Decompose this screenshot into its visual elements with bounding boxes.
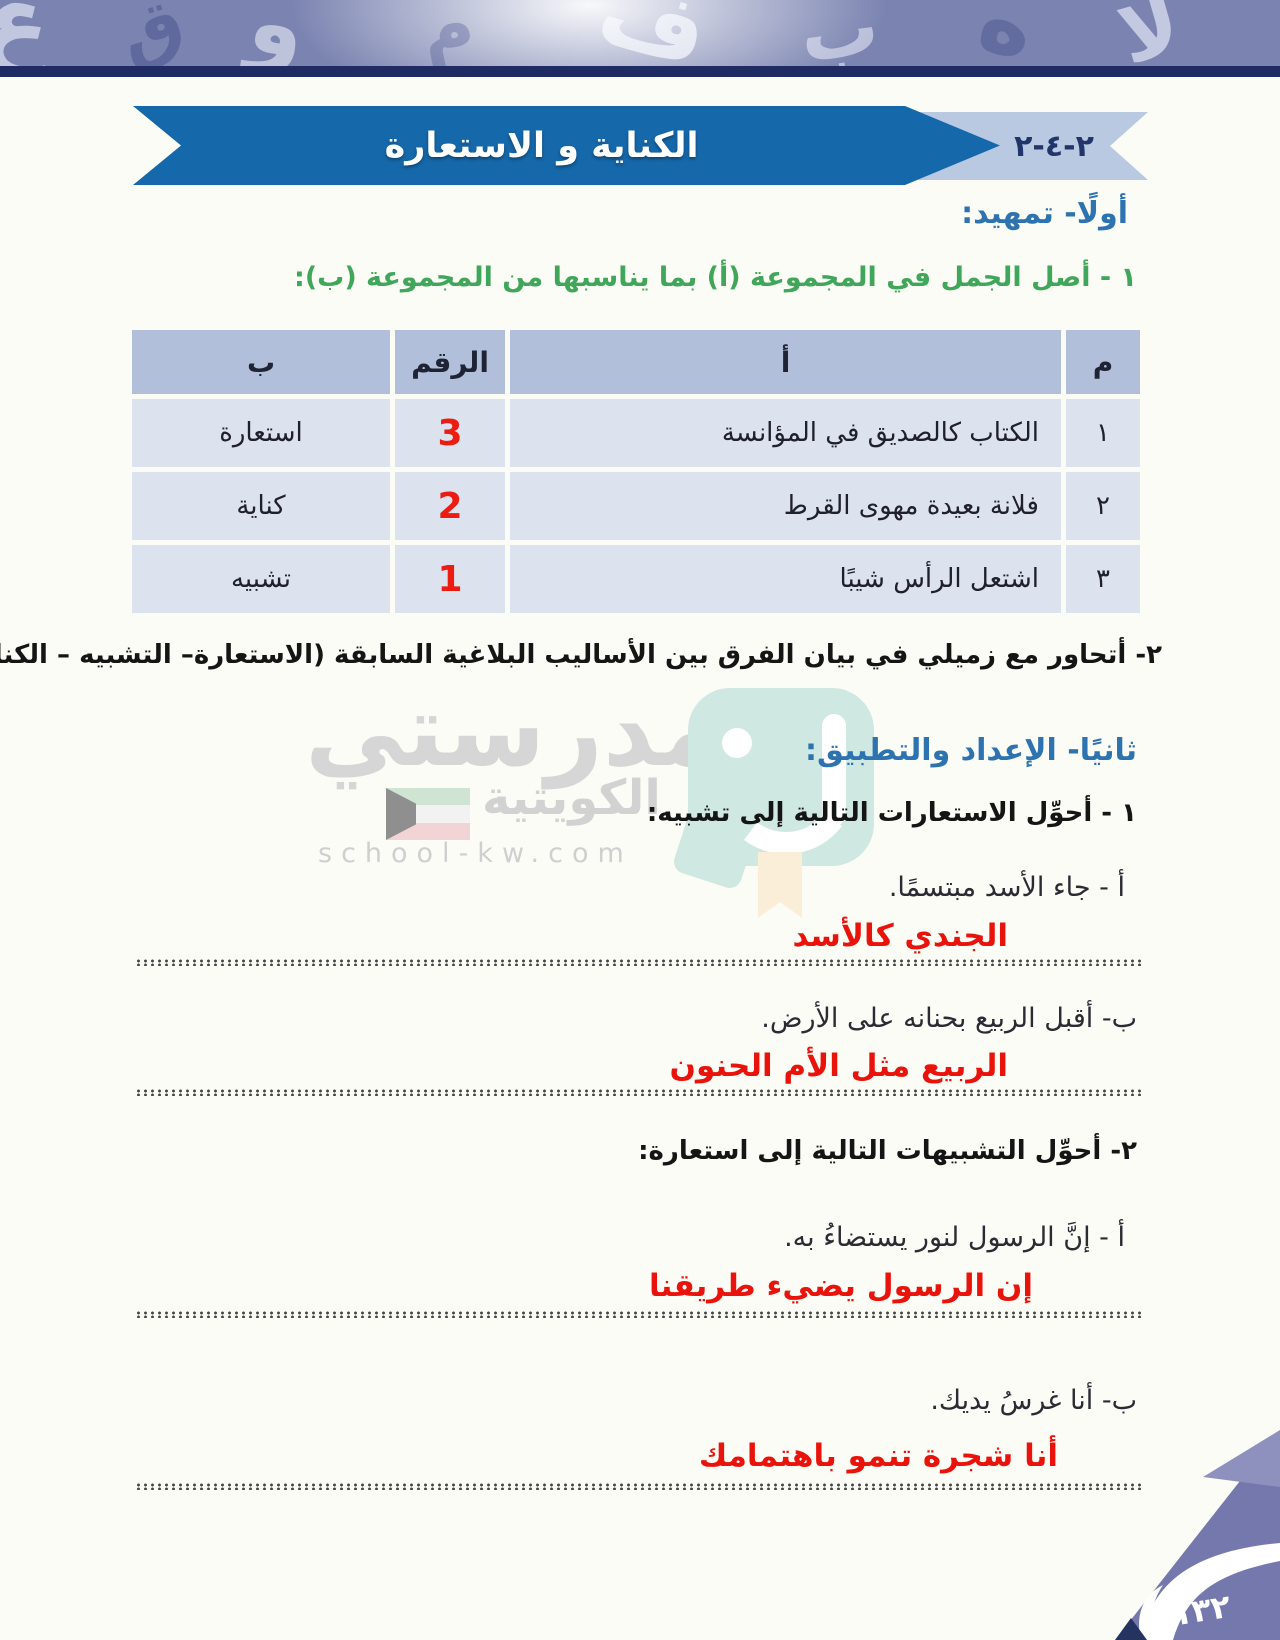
- banner-divider: [0, 66, 1280, 77]
- row1-index: ١: [1066, 399, 1140, 467]
- calligraphy-glyph: ه: [969, 0, 1044, 68]
- lesson-title-ribbon: الكناية و الاستعارة: [133, 106, 1000, 185]
- lesson-title: الكناية و الاستعارة: [384, 125, 699, 166]
- section1-heading: أولًا- تمهيد:: [961, 196, 1128, 231]
- school-logo-icon: [688, 688, 874, 866]
- section2-heading: ثانيًا- الإعداد والتطبيق:: [805, 733, 1137, 768]
- table-header-num: الرقم: [395, 330, 505, 394]
- logo-bookmark-ribbon: [758, 852, 802, 918]
- calligraphy-glyph: لا: [1108, 0, 1192, 68]
- row2-index: ٢: [1066, 472, 1140, 540]
- answer-line[interactable]: [135, 1483, 1142, 1490]
- exercise2-answer-a: إن الرسول يضيء طريقنا: [649, 1268, 1033, 1304]
- page-number: ١٣٢: [1169, 1587, 1233, 1634]
- row3-category: تشبيه: [132, 545, 390, 613]
- lesson-code: ٢-٤-٢: [1014, 128, 1094, 164]
- row3-answer-field[interactable]: 1: [395, 545, 505, 613]
- exercise1-answer-b: الربيع مثل الأم الحنون: [669, 1048, 1008, 1084]
- calligraphy-glyph: م: [411, 0, 481, 68]
- exercise1-answer-a: الجندي كالأسد: [792, 918, 1008, 954]
- calligraphy-glyph: ع: [0, 0, 65, 68]
- kuwait-flag-icon: [386, 788, 470, 840]
- matching-table: م أ الرقم ب ١ الكتاب كالصديق في المؤانسة…: [132, 330, 1140, 613]
- row1-answer-field[interactable]: 3: [395, 399, 505, 467]
- calligraphy-glyph: ق: [108, 0, 194, 68]
- answer-line[interactable]: [135, 1311, 1142, 1318]
- row1-category: استعارة: [132, 399, 390, 467]
- row2-sentence: فلانة بعيدة مهوى القرط: [510, 472, 1061, 540]
- watermark-subtitle: الكويتية: [482, 770, 661, 826]
- watermark-brand: مدرستي: [305, 672, 723, 789]
- row2-answer-field[interactable]: 2: [395, 472, 505, 540]
- row2-category: كناية: [132, 472, 390, 540]
- answer-line[interactable]: [135, 959, 1142, 966]
- answer-line[interactable]: [135, 1089, 1142, 1096]
- exercise2-item-b: ب- أنا غرسُ يديك.: [930, 1385, 1137, 1416]
- exercise2-item-a: أ - إنَّ الرسول لنور يستضاءُ به.: [784, 1222, 1125, 1253]
- exercise1-item-b: ب- أقبل الربيع بحنانه على الأرض.: [761, 1003, 1137, 1034]
- table-header-a: أ: [510, 330, 1061, 394]
- calligraphy-glyph: ب: [794, 0, 885, 68]
- calligraphy-banner: ع ق و م ف ب ه لا: [0, 0, 1280, 68]
- row1-sentence: الكتاب كالصديق في المؤانسة: [510, 399, 1061, 467]
- table-header-m: م: [1066, 330, 1140, 394]
- calligraphy-glyph: و: [243, 0, 312, 68]
- section1-item1: ١ - أصل الجمل في المجموعة (أ) بما يناسبه…: [294, 262, 1137, 293]
- exercise2-answer-b: أنا شجرة تنمو باهتمامك: [698, 1438, 1058, 1474]
- corner-decoration: ١٣٢: [1115, 1430, 1280, 1640]
- watermark-url: school-kw.com: [318, 838, 633, 869]
- section1-item2: ٢- أتحاور مع زميلي في بيان الفرق بين الأ…: [0, 640, 1162, 670]
- exercise1-item-a: أ - جاء الأسد مبتسمًا.: [888, 872, 1125, 903]
- exercise1-prompt: ١ - أحوِّل الاستعارات التالية إلى تشبيه:: [646, 798, 1137, 828]
- row3-sentence: اشتعل الرأس شيبًا: [510, 545, 1061, 613]
- exercise2-prompt: ٢- أحوِّل التشبيهات التالية إلى استعارة:: [638, 1136, 1137, 1166]
- calligraphy-glyph: ف: [587, 0, 720, 68]
- row3-index: ٣: [1066, 545, 1140, 613]
- table-header-b: ب: [132, 330, 390, 394]
